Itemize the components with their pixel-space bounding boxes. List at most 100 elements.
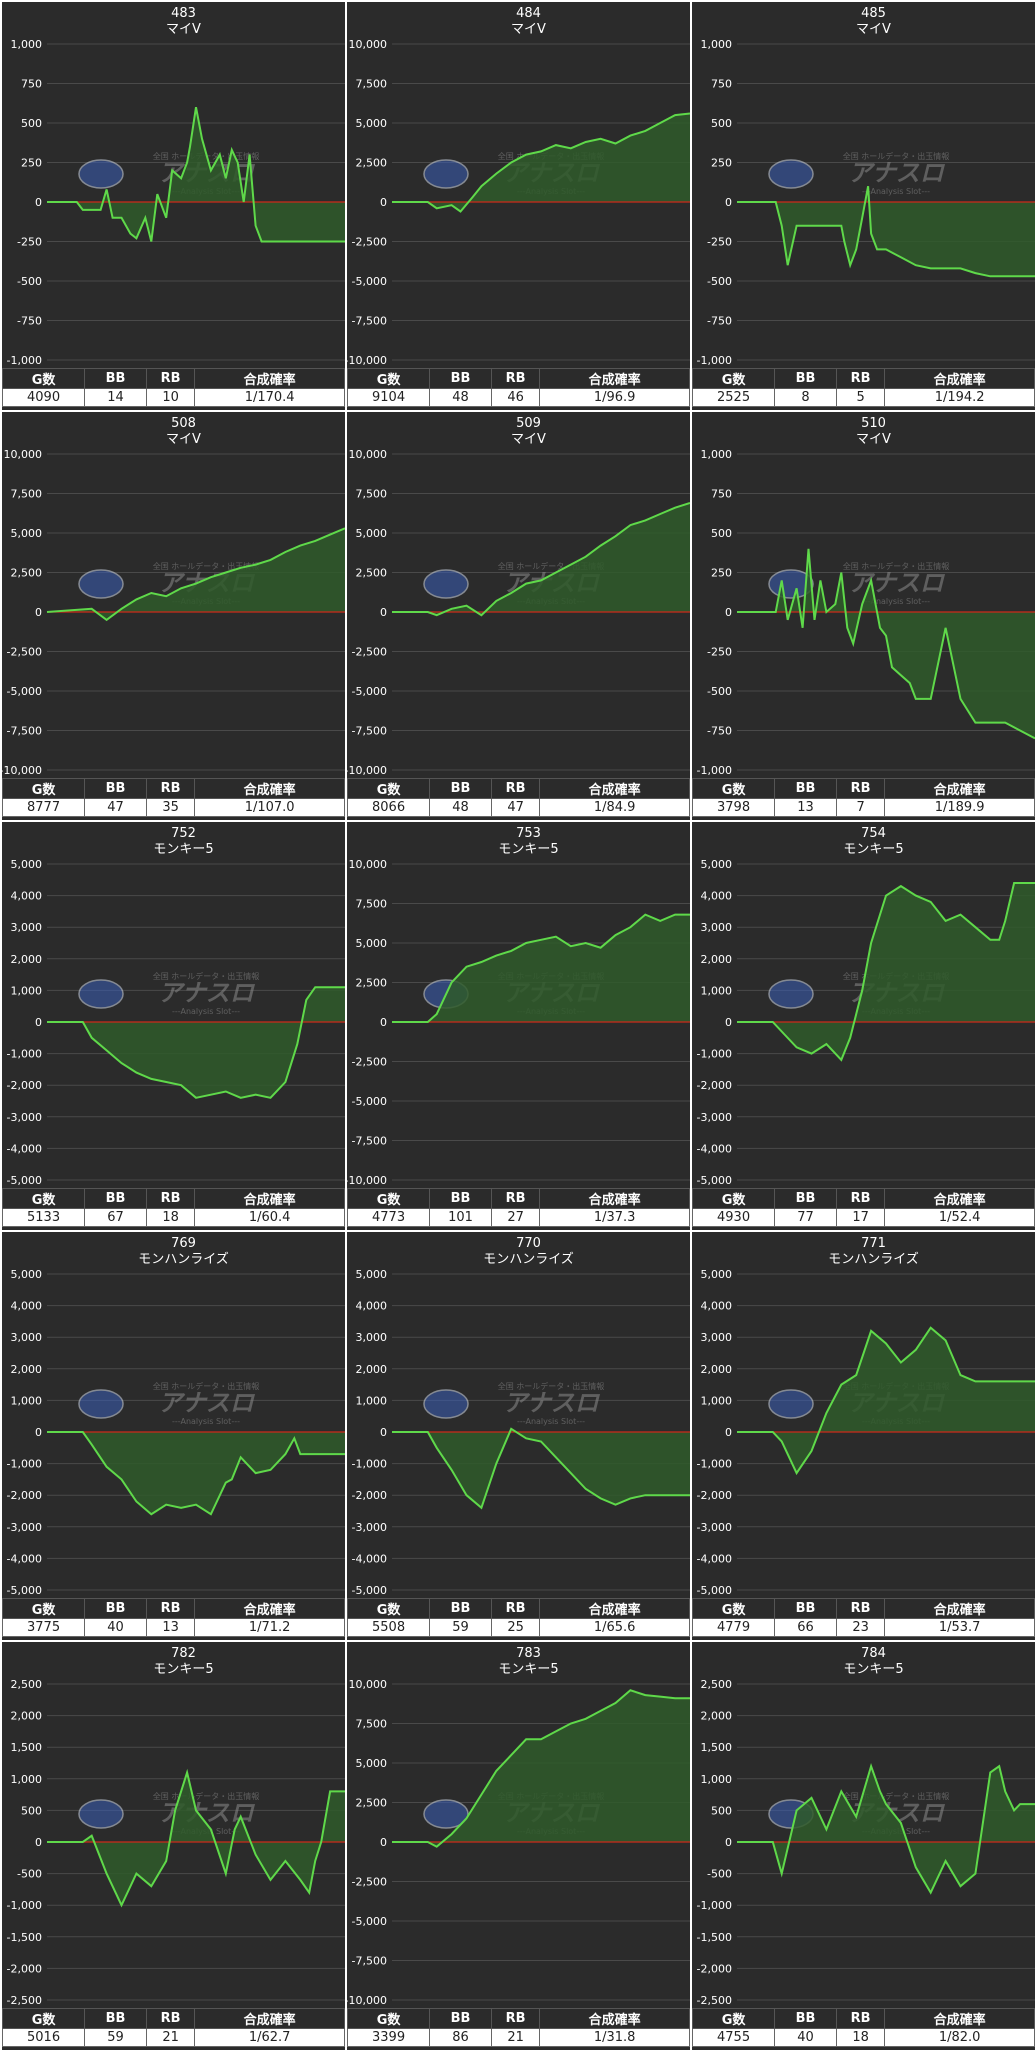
- y-tick-label: 7,500: [356, 488, 388, 501]
- profit-series-line: [737, 548, 1035, 740]
- y-tick-label: -7,500: [352, 1955, 387, 1968]
- header-bb: BB: [774, 2008, 837, 2029]
- watermark-toptext: 全国 ホールデータ・出玉情報: [843, 151, 950, 161]
- y-tick-label: 2,000: [11, 1363, 43, 1376]
- watermark-toptext: 全国 ホールデータ・出玉情報: [153, 1381, 260, 1391]
- header-bb: BB: [84, 1188, 147, 1209]
- header-rate: 合成確率: [539, 778, 690, 799]
- watermark-logo-icon: [78, 1389, 124, 1419]
- y-tick-label: -5,000: [352, 685, 387, 698]
- stats-table: G数 BB RB 合成確率 3775 40 13 1/71.2: [1, 1598, 345, 1637]
- value-g: 3399: [346, 2028, 431, 2047]
- y-tick-label: -4,000: [7, 1142, 42, 1155]
- machine-panel-509: 509 マイV 10,000 7,500 5,000 2,500 0 -2,500 -5,000…: [346, 412, 690, 820]
- header-rb: RB: [835, 778, 886, 799]
- y-tick-label: 1,000: [11, 984, 43, 997]
- machine-name: モンハンライズ: [138, 1251, 229, 1267]
- header-bb: BB: [774, 778, 837, 799]
- header-rate: 合成確率: [194, 2008, 345, 2029]
- y-tick-label: -250: [707, 646, 732, 659]
- machine-name: マイV: [856, 432, 891, 447]
- watermark-text: アナスロ: [848, 159, 946, 187]
- profit-series-line: [737, 882, 1035, 1062]
- y-tick-label: 0: [35, 196, 42, 209]
- y-tick-label: 2,000: [701, 1710, 733, 1723]
- watermark-toptext: 全国 ホールデータ・出玉情報: [498, 561, 605, 571]
- header-rate: 合成確率: [194, 778, 345, 799]
- header-g: G数: [1, 368, 86, 389]
- y-tick-label: 4,000: [356, 1300, 388, 1313]
- profit-series-line: [392, 1427, 690, 1510]
- watermark-toptext: 全国 ホールデータ・出玉情報: [153, 971, 260, 981]
- watermark-logo-icon: [423, 1799, 469, 1829]
- watermark-logo-icon: [423, 569, 469, 599]
- value-rate: 1/53.7: [884, 1618, 1035, 1637]
- watermark-logo-icon: [768, 979, 814, 1009]
- y-tick-label: 0: [35, 1016, 42, 1029]
- stats-table: G数 BB RB 合成確率 3399 86 21 1/31.8: [346, 2008, 690, 2047]
- value-g: 4779: [691, 1618, 776, 1637]
- y-tick-label: 3,000: [701, 921, 733, 934]
- machine-name: マイV: [166, 432, 201, 447]
- machine-panel-483: 483マイV1,0007505002500-250-500-750-1,000ア…: [1, 2, 345, 410]
- machine-panel-753: 753 モンキー5 10,000 7,500 5,000 2,500 0 -2,500 -5,0…: [346, 822, 690, 1230]
- value-rate: 1/84.9: [539, 798, 690, 817]
- watermark-subtext: ---Analysis Slot---: [862, 187, 930, 196]
- header-bb: BB: [429, 1598, 492, 1619]
- y-tick-label: -7,500: [7, 725, 42, 738]
- profit-series-line: [737, 1762, 1035, 1895]
- profit-area: [47, 528, 345, 620]
- value-rate: 1/65.6: [539, 1618, 690, 1637]
- header-rate: 合成確率: [884, 1598, 1035, 1619]
- machine-number: 484: [516, 6, 541, 21]
- y-tick-label: 5,000: [701, 1268, 733, 1281]
- profit-series-line: [737, 1326, 1035, 1476]
- value-rate: 1/62.7: [194, 2028, 345, 2047]
- watermark-text: アナスロ: [158, 979, 256, 1007]
- y-tick-label: 0: [380, 196, 387, 209]
- value-rb: 21: [145, 2028, 196, 2047]
- machine-panel-752: 752 モンキー5 5,000 4,000 3,000 2,000 1,000 0 -1,000…: [1, 822, 345, 1230]
- y-tick-label: -500: [707, 685, 732, 698]
- y-tick-label: -3,000: [697, 1521, 732, 1534]
- y-tick-label: -1,000: [697, 354, 732, 367]
- profit-area: [737, 1766, 1035, 1893]
- profit-series-line: [392, 112, 690, 213]
- header-bb: BB: [84, 2008, 147, 2029]
- value-rb: 27: [490, 1208, 541, 1227]
- y-tick-label: -750: [707, 315, 732, 328]
- header-rate: 合成確率: [539, 368, 690, 389]
- stats-table: G数 BB RB 合成確率 8777 47 35 1/107.0: [1, 778, 345, 817]
- value-bb: 40: [774, 2028, 837, 2047]
- y-tick-label: 4,000: [11, 890, 43, 903]
- y-tick-label: -1,000: [697, 1048, 732, 1061]
- header-bb: BB: [429, 2008, 492, 2029]
- y-tick-label: 2,000: [11, 1710, 43, 1723]
- profit-series-line: [47, 986, 345, 1099]
- y-tick-label: 2,000: [701, 953, 733, 966]
- y-tick-label: 1,000: [701, 38, 733, 51]
- y-tick-label: 0: [35, 606, 42, 619]
- y-tick-label: 250: [711, 157, 732, 170]
- y-tick-label: 1,000: [701, 1773, 733, 1786]
- watermark-subtext: ---Analysis Slot---: [172, 1417, 240, 1426]
- watermark-toptext: 全国 ホールデータ・出玉情報: [498, 1381, 605, 1391]
- value-g: 8777: [1, 798, 86, 817]
- stats-table: G数 BB RB 合成確率 8066 48 47 1/84.9: [346, 778, 690, 817]
- y-tick-label: -5,000: [7, 1174, 42, 1187]
- y-tick-label: -5,000: [352, 1095, 387, 1108]
- y-tick-label: -10,000: [347, 764, 387, 777]
- y-tick-label: 5,000: [11, 527, 43, 540]
- stats-table: G数 BB RB 合成確率 3798 13 7 1/189.9: [691, 778, 1035, 817]
- header-bb: BB: [429, 778, 492, 799]
- value-g: 3798: [691, 798, 776, 817]
- header-rate: 合成確率: [539, 2008, 690, 2029]
- header-rate: 合成確率: [884, 2008, 1035, 2029]
